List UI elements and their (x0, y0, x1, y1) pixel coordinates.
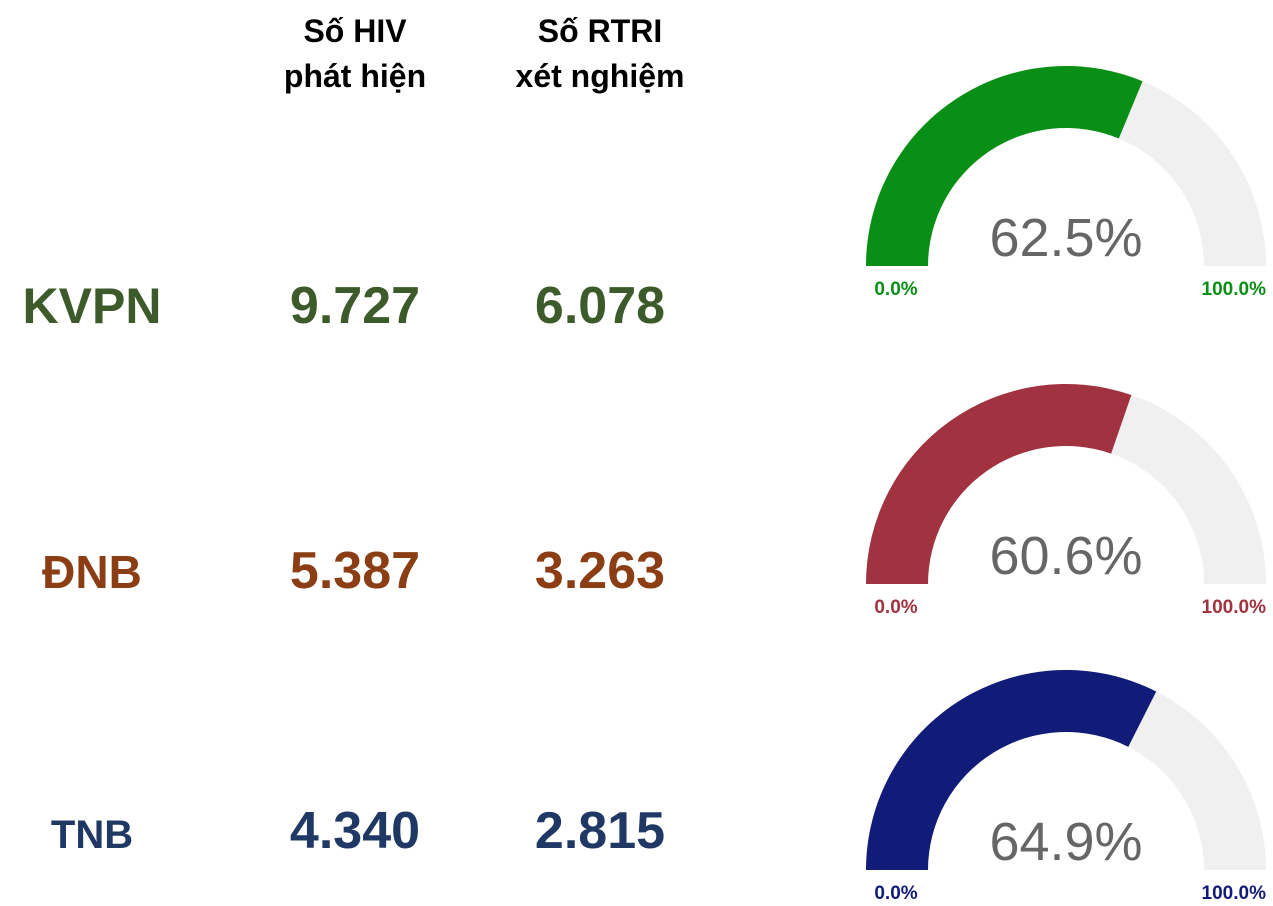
gauge-max: 100.0% (1202, 279, 1267, 300)
gauge-value: 64.9% (989, 812, 1142, 872)
gauge-min: 0.0% (874, 279, 917, 300)
header-rtri-2: xét nghiệm (516, 58, 685, 94)
hiv-count: 9.727 (290, 277, 420, 335)
gauge-value: 60.6% (989, 526, 1142, 586)
gauge-fill (866, 384, 1132, 584)
gauge-fill (866, 65, 1143, 266)
gauge-min: 0.0% (874, 597, 917, 618)
gauge-fill (866, 669, 1157, 870)
gauge-max: 100.0% (1202, 597, 1267, 618)
hiv-count: 4.340 (290, 802, 420, 860)
header-rtri-1: Số RTRI (538, 13, 662, 49)
gauge-value: 62.5% (989, 208, 1142, 268)
gauge-min: 0.0% (874, 883, 917, 904)
hiv-count: 5.387 (290, 542, 420, 600)
header-hiv-1: Số HIV (303, 13, 407, 49)
rtri-count: 3.263 (535, 542, 665, 600)
header-hiv-2: phát hiện (284, 58, 426, 94)
region-label: TNB (51, 813, 133, 857)
gauge-max: 100.0% (1202, 883, 1267, 904)
rtri-count: 2.815 (535, 802, 665, 860)
region-label: ĐNB (42, 546, 142, 598)
region-label: KVPN (23, 278, 162, 334)
rtri-count: 6.078 (535, 277, 665, 335)
